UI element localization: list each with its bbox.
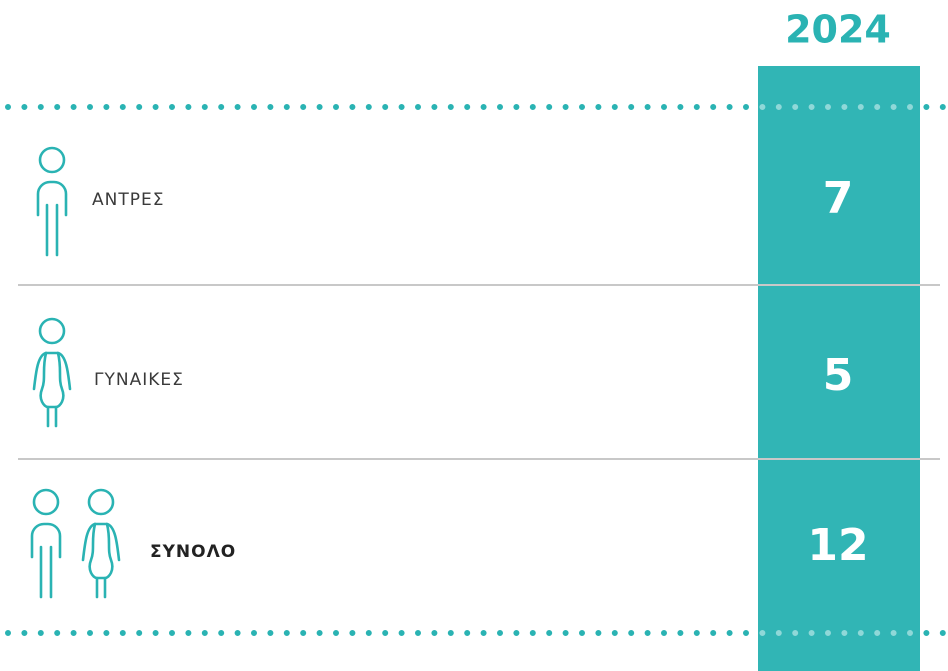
man-icon [30,488,62,599]
row-value: 7 [823,173,854,224]
row-label: ΑΝΤΡΕΣ [92,190,164,210]
row-value: 5 [823,350,854,401]
woman-icon [32,317,72,428]
year-header: 2024 [785,8,891,52]
row-label: ΓΥΝΑΙΚΕΣ [94,370,184,390]
highlight-column [758,66,920,671]
woman-icon [81,488,121,599]
row-label: ΣΥΝΟΛΟ [150,542,236,562]
row-value: 12 [807,520,868,571]
man-icon [36,146,68,257]
